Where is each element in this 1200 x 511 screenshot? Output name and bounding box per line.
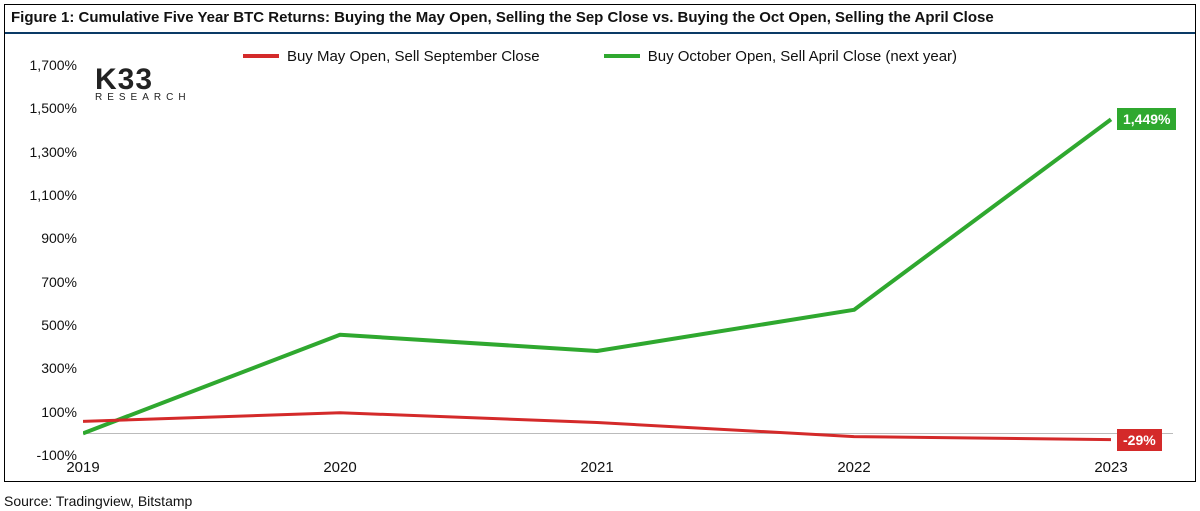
legend-item-series1: Buy May Open, Sell September Close xyxy=(243,48,540,65)
y-axis-tick: 900% xyxy=(41,230,77,246)
legend-label-series1: Buy May Open, Sell September Close xyxy=(287,48,540,65)
figure-title: Figure 1: Cumulative Five Year BTC Retur… xyxy=(5,5,1195,34)
line-series1 xyxy=(83,413,1111,440)
legend: Buy May Open, Sell September Close Buy O… xyxy=(5,45,1195,65)
legend-label-series2: Buy October Open, Sell April Close (next… xyxy=(648,48,957,65)
x-axis-tick: 2023 xyxy=(1094,459,1127,476)
legend-swatch-series2 xyxy=(604,54,640,58)
figure-container: Figure 1: Cumulative Five Year BTC Retur… xyxy=(4,4,1196,482)
x-axis-tick: 2019 xyxy=(66,459,99,476)
end-label-series2: 1,449% xyxy=(1117,108,1176,130)
y-axis-tick: 1,500% xyxy=(30,100,77,116)
y-axis-tick: 300% xyxy=(41,360,77,376)
y-axis-tick: 1,700% xyxy=(30,57,77,73)
x-axis-tick: 2022 xyxy=(837,459,870,476)
x-axis-tick: 2021 xyxy=(580,459,613,476)
chart-plot-area: -100%100%300%500%700%900%1,100%1,300%1,5… xyxy=(83,65,1173,455)
x-axis-tick: 2020 xyxy=(323,459,356,476)
y-axis-tick: 100% xyxy=(41,404,77,420)
y-axis-tick: 1,100% xyxy=(30,187,77,203)
legend-item-series2: Buy October Open, Sell April Close (next… xyxy=(604,48,957,65)
y-axis-tick: 700% xyxy=(41,274,77,290)
chart-svg xyxy=(83,65,1173,455)
line-series2 xyxy=(83,119,1111,433)
y-axis-tick: 500% xyxy=(41,317,77,333)
y-axis-tick: 1,300% xyxy=(30,144,77,160)
legend-swatch-series1 xyxy=(243,54,279,58)
end-label-series1: -29% xyxy=(1117,429,1162,451)
